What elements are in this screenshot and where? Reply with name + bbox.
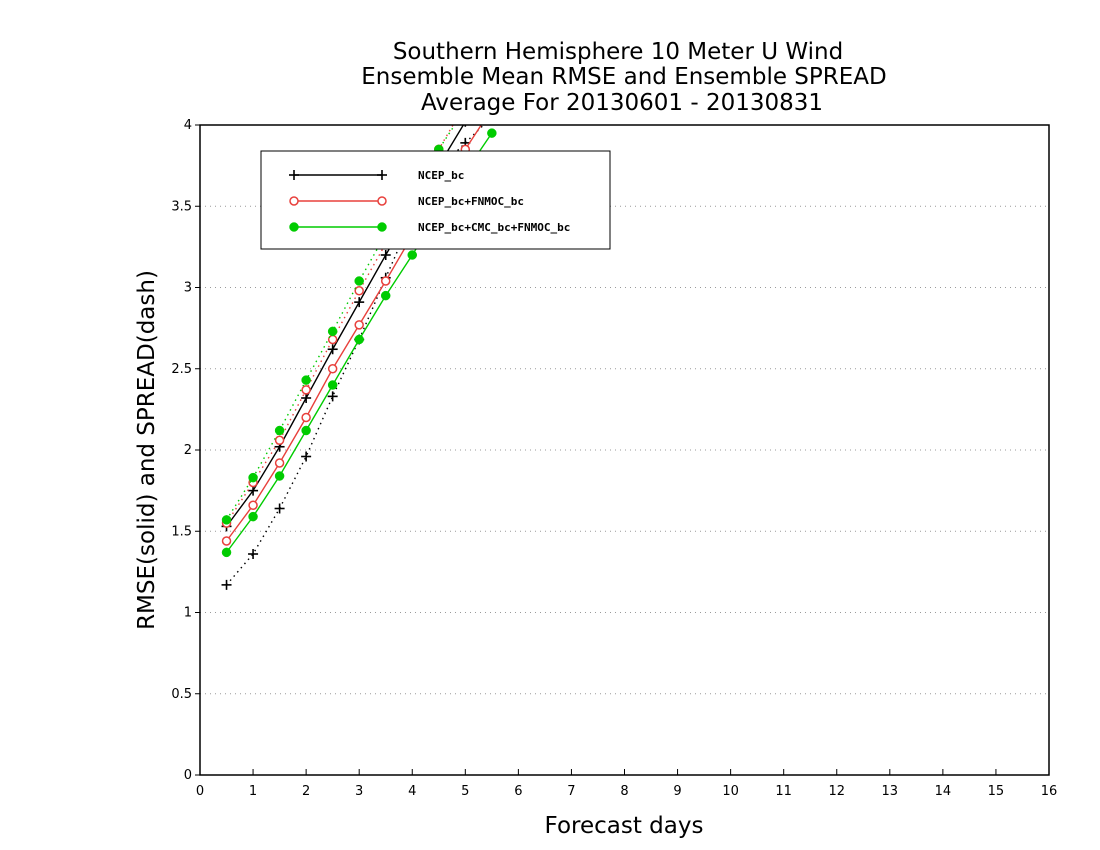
spread-point: [354, 276, 364, 286]
x-tick-label: 4: [408, 784, 416, 799]
chart-title: Southern Hemisphere 10 Meter U Wind Ense…: [361, 39, 886, 116]
legend-entry-0: NCEP_bc: [289, 169, 464, 182]
x-axis-ticks: 0 1 2 3 4 5 6 7 8 9 10 11 12 13 14 15 16: [196, 769, 1057, 799]
x-tick-label: 7: [567, 784, 575, 799]
rmse-point: [301, 393, 312, 403]
grid-lines: [200, 205, 1049, 695]
chart-title-line-1: Southern Hemisphere 10 Meter U Wind: [393, 39, 843, 65]
rmse-point: [380, 290, 391, 301]
x-tick-label: 13: [882, 784, 899, 799]
x-axis-label: Forecast days: [545, 813, 704, 839]
spread-point: [274, 425, 285, 436]
rmse-point: [248, 485, 259, 496]
x-tick-label: 11: [775, 784, 792, 799]
legend-label: NCEP_bc+FNMOC_bc: [418, 195, 524, 208]
x-tick-label: 3: [355, 784, 363, 799]
rmse-point: [274, 471, 285, 481]
rmse-point: [248, 500, 258, 510]
rmse-point: [380, 250, 391, 260]
y-tick-label: 3: [184, 281, 192, 296]
legend: NCEP_bc NCEP_bc+FNMOC_bc NCEP_bc+CMC_bc+FN…: [260, 150, 611, 250]
rmse-point: [301, 412, 311, 423]
y-tick-label: 3.5: [171, 199, 192, 214]
rmse-point: [221, 547, 232, 558]
x-tick-label: 0: [196, 784, 204, 799]
rmse-point: [354, 297, 365, 308]
spread-point: [301, 451, 312, 462]
spread-point: [274, 503, 285, 514]
x-tick-label: 8: [620, 784, 628, 799]
y-axis-label: RMSE(solid) and SPREAD(dash): [134, 270, 160, 630]
spread-point: [301, 375, 311, 385]
series-layer: [221, 125, 497, 590]
rmse-point: [354, 320, 364, 330]
legend-box: [260, 150, 611, 250]
spread-point: [248, 472, 258, 483]
spread-point: [248, 549, 259, 559]
spread-point: [221, 515, 232, 525]
y-tick-label: 0: [184, 768, 192, 783]
x-tick-label: 16: [1041, 784, 1058, 799]
y-axis-ticks: 0 0.5 1 1.5 2 2.5 3 3.5 4: [171, 118, 200, 783]
legend-marker: [377, 170, 387, 180]
spread-point: [354, 286, 364, 296]
x-tick-label: 1: [249, 784, 257, 799]
x-tick-label: 2: [302, 784, 310, 799]
x-tick-label: 12: [828, 784, 845, 799]
y-tick-label: 1: [184, 606, 192, 621]
rmse-point: [407, 250, 417, 260]
chart-title-line-2: Ensemble Mean RMSE and Ensemble SPREAD: [361, 64, 886, 90]
rmse-point: [380, 276, 391, 286]
spread-point: [221, 579, 232, 590]
legend-marker: [289, 170, 299, 180]
spread-point: [274, 435, 285, 445]
y-tick-label: 2: [184, 443, 192, 458]
x-tick-label: 14: [935, 784, 952, 799]
rmse-point: [327, 344, 338, 355]
x-tick-label: 15: [988, 784, 1005, 799]
legend-label: NCEP_bc+CMC_bc+FNMOC_bc: [418, 221, 570, 234]
legend-entry-2: NCEP_bc+CMC_bc+FNMOC_bc: [289, 221, 570, 234]
rmse-point: [487, 128, 497, 138]
legend-marker: [377, 196, 387, 206]
x-tick-label: 9: [673, 784, 681, 799]
rmse-point: [327, 380, 338, 390]
spread-point: [327, 326, 338, 337]
legend-marker: [289, 222, 299, 232]
legend-label: NCEP_bc: [418, 169, 464, 182]
y-tick-label: 0.5: [171, 687, 192, 702]
legend-entry-1: NCEP_bc+FNMOC_bc: [289, 195, 524, 208]
y-tick-label: 2.5: [171, 362, 192, 377]
y-tick-label: 4: [184, 118, 192, 133]
rmse-point: [354, 334, 364, 345]
rmse-point: [221, 536, 232, 546]
x-tick-label: 6: [514, 784, 522, 799]
legend-marker: [377, 222, 387, 232]
rmse-point: [248, 511, 258, 522]
x-tick-label: 10: [722, 784, 739, 799]
rmse-point: [327, 364, 338, 374]
rmse-point: [301, 425, 311, 436]
y-tick-label: 1.5: [171, 524, 192, 539]
rmse-point: [274, 458, 285, 468]
spread-point: [327, 391, 338, 402]
chart-title-line-3: Average For 20130601 - 20130831: [421, 90, 823, 116]
spread-point: [301, 385, 311, 395]
x-tick-label: 5: [461, 784, 469, 799]
legend-marker: [289, 196, 299, 206]
